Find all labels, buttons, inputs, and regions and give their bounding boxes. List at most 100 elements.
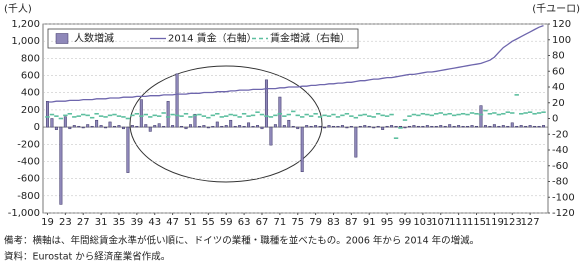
x-tick-label: 79 bbox=[309, 217, 322, 228]
bar bbox=[407, 125, 411, 128]
bar bbox=[443, 125, 447, 128]
bar bbox=[314, 125, 318, 128]
x-tick-label: 99 bbox=[399, 217, 412, 228]
y2-axis-label: (千ユーロ) bbox=[532, 3, 580, 15]
x-tick-label: 115 bbox=[467, 217, 486, 228]
y2-tick-label: -20 bbox=[552, 129, 568, 140]
bar bbox=[345, 126, 349, 129]
bar bbox=[90, 125, 94, 128]
y2-tick-label: -40 bbox=[552, 145, 568, 156]
legend-label: 2014 賃金（右軸） bbox=[168, 32, 257, 45]
bar bbox=[104, 126, 108, 129]
bar bbox=[273, 124, 277, 128]
bar bbox=[162, 125, 166, 128]
legend-label: 人数増減 bbox=[74, 32, 114, 45]
bar bbox=[309, 125, 313, 128]
bar bbox=[72, 125, 76, 128]
bar bbox=[229, 119, 233, 128]
y-tick-label: 1,200 bbox=[11, 19, 40, 30]
bar bbox=[425, 125, 429, 128]
y2-tick-label: -120 bbox=[552, 208, 575, 219]
bar bbox=[220, 125, 224, 128]
bar bbox=[197, 125, 201, 128]
bar bbox=[542, 125, 546, 128]
y2-tick-label: 100 bbox=[552, 35, 571, 46]
y2-tick-label: 120 bbox=[552, 19, 571, 30]
bar bbox=[287, 119, 291, 128]
bar bbox=[95, 119, 99, 128]
y-tick-label: 400 bbox=[21, 88, 40, 99]
bar bbox=[430, 125, 434, 128]
bar bbox=[439, 125, 443, 128]
bar bbox=[358, 125, 362, 128]
x-tick-label: 71 bbox=[273, 217, 286, 228]
bar bbox=[492, 124, 496, 128]
note: 備考：横軸は、年間総賃金水準が低い順に、ドイツの業種・職種を並べたもの。2006… bbox=[4, 235, 479, 247]
bar bbox=[519, 125, 523, 128]
bar bbox=[126, 126, 130, 173]
bar bbox=[416, 125, 420, 128]
bar bbox=[269, 126, 273, 146]
bar bbox=[278, 96, 282, 128]
bar bbox=[113, 125, 116, 128]
legend bbox=[47, 28, 359, 49]
y-tick-label: -400 bbox=[17, 156, 40, 167]
bar bbox=[457, 125, 461, 128]
bar bbox=[144, 124, 148, 128]
bar bbox=[45, 101, 49, 128]
bar bbox=[224, 125, 228, 128]
y-tick-label: -1,000 bbox=[8, 208, 40, 219]
legend-label: 賃金増減（右軸） bbox=[270, 32, 350, 45]
y-tick-label: 800 bbox=[21, 53, 40, 64]
bar bbox=[448, 124, 452, 128]
bar bbox=[340, 125, 344, 128]
bar bbox=[121, 126, 125, 130]
x-tick-label: 87 bbox=[345, 217, 358, 228]
x-tick-label: 95 bbox=[381, 217, 394, 228]
bar bbox=[233, 125, 237, 128]
x-tick-label: 123 bbox=[503, 217, 522, 228]
bar bbox=[59, 126, 63, 205]
y2-tick-label: 0 bbox=[552, 114, 558, 125]
bar bbox=[77, 125, 81, 128]
x-tick-label: 91 bbox=[363, 217, 376, 228]
x-tick-label: 111 bbox=[449, 217, 468, 228]
bar bbox=[166, 101, 170, 128]
bar bbox=[282, 125, 286, 128]
bar bbox=[421, 125, 425, 128]
bar bbox=[291, 125, 295, 128]
bar bbox=[506, 125, 510, 128]
bar bbox=[461, 125, 465, 128]
bar bbox=[305, 125, 309, 128]
bar bbox=[175, 73, 179, 128]
bar bbox=[515, 125, 519, 128]
bar bbox=[372, 126, 376, 129]
bar bbox=[376, 125, 380, 128]
bar bbox=[264, 79, 268, 128]
bar bbox=[488, 125, 492, 128]
bar bbox=[381, 126, 385, 130]
bar bbox=[385, 125, 389, 128]
bar bbox=[188, 124, 192, 128]
x-tick-label: 119 bbox=[485, 217, 504, 228]
bar bbox=[349, 125, 353, 128]
bar bbox=[354, 126, 358, 158]
bar bbox=[202, 125, 206, 128]
bar bbox=[242, 125, 246, 128]
bar bbox=[434, 125, 438, 128]
bar bbox=[528, 125, 532, 128]
bar bbox=[215, 121, 219, 128]
x-tick-label: 19 bbox=[41, 217, 54, 228]
bar bbox=[184, 126, 188, 130]
bar bbox=[501, 125, 505, 128]
bar bbox=[108, 121, 112, 128]
bar bbox=[412, 125, 416, 128]
bar bbox=[153, 125, 157, 128]
bar bbox=[206, 126, 210, 129]
bar bbox=[367, 125, 371, 128]
bar bbox=[171, 125, 175, 128]
legend-swatch bbox=[55, 33, 69, 44]
bar bbox=[466, 125, 470, 128]
wage-line bbox=[47, 24, 544, 103]
